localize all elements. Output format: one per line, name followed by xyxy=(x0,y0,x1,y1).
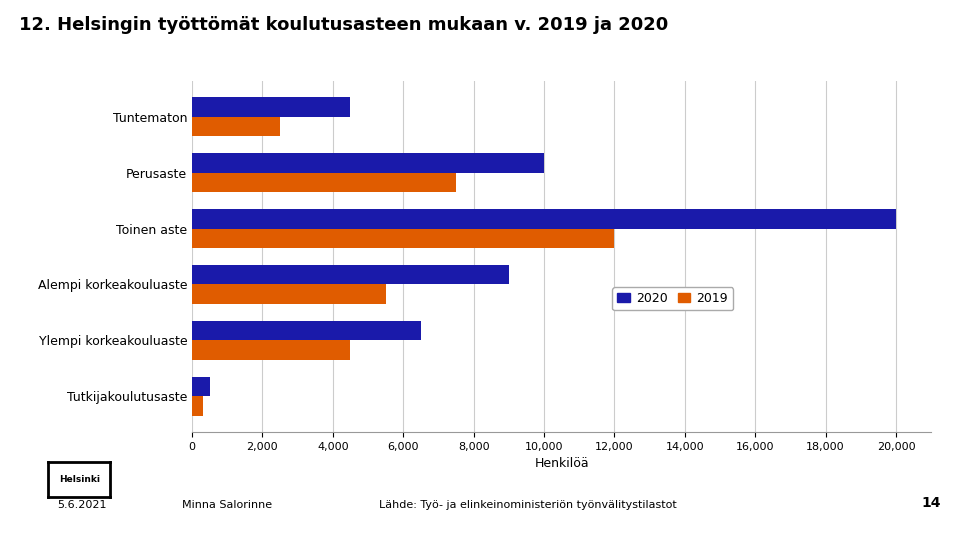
Text: 5.6.2021: 5.6.2021 xyxy=(58,500,108,510)
Text: 14: 14 xyxy=(922,496,941,510)
Bar xyxy=(192,97,350,117)
Legend: 2020, 2019: 2020, 2019 xyxy=(612,287,733,310)
Text: Lähde: Työ- ja elinkeinoministeriön työnvälitystilastot: Lähde: Työ- ja elinkeinoministeriön työn… xyxy=(379,500,677,510)
Text: Helsinki: Helsinki xyxy=(59,475,100,484)
Bar xyxy=(192,377,209,396)
X-axis label: Henkilöä: Henkilöä xyxy=(535,457,588,470)
Bar xyxy=(192,285,386,304)
Text: 12. Helsingin työttömät koulutusasteen mukaan v. 2019 ja 2020: 12. Helsingin työttömät koulutusasteen m… xyxy=(19,16,668,34)
Bar xyxy=(192,321,420,341)
Bar xyxy=(192,341,350,360)
Bar xyxy=(192,396,203,416)
Bar xyxy=(192,265,509,285)
Text: Minna Salorinne: Minna Salorinne xyxy=(182,500,273,510)
Bar xyxy=(192,117,280,136)
Bar xyxy=(192,172,456,192)
Bar xyxy=(192,153,544,172)
Bar xyxy=(192,209,896,228)
Bar xyxy=(192,228,614,248)
